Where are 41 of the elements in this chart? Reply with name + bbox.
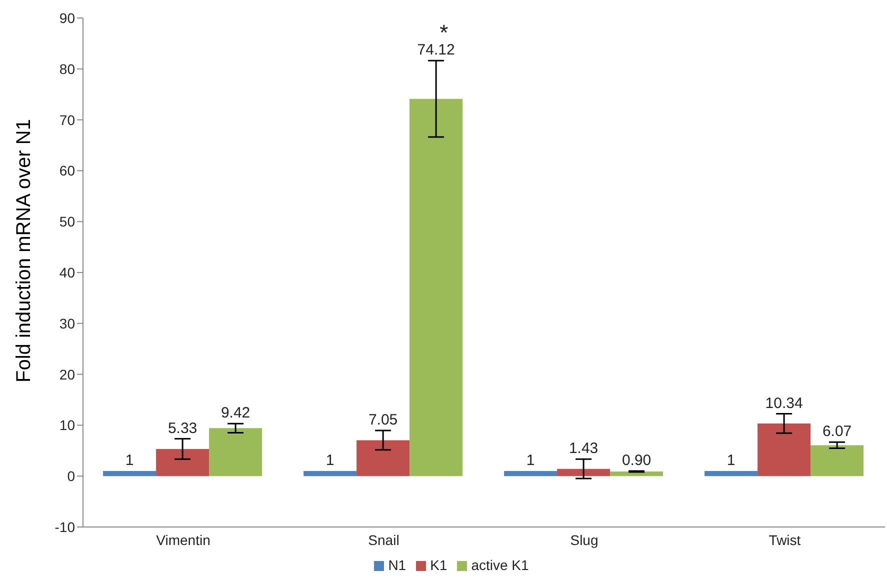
y-tick-label: 80	[59, 60, 76, 77]
y-tick-label: 40	[59, 264, 76, 280]
bar	[103, 471, 156, 476]
bar	[557, 468, 610, 476]
data-label: 9.42	[220, 404, 250, 422]
y-tick-label: 20	[59, 366, 76, 382]
legend-label: active K1	[471, 557, 529, 573]
data-label: 0.90	[622, 452, 652, 470]
bar	[758, 423, 811, 476]
x-tick-label: Vimentin	[156, 532, 210, 548]
bar	[704, 471, 758, 476]
x-tick-label: Slug	[570, 532, 598, 548]
bar	[410, 98, 463, 476]
y-tick-label: 0	[67, 468, 76, 484]
data-label: 5.33	[168, 420, 198, 437]
data-label: 1.43	[568, 440, 598, 458]
y-axis-title: Fold induction mRNA over N1	[13, 119, 36, 382]
y-tick-label: -10	[54, 518, 76, 535]
bar	[810, 445, 864, 476]
bar	[356, 440, 410, 476]
y-tick-label: 60	[59, 162, 76, 179]
bar	[209, 428, 262, 476]
data-label: 1	[326, 452, 334, 470]
data-label: 1	[526, 452, 535, 470]
data-label: 7.05	[368, 412, 398, 429]
y-tick-label: 50	[59, 214, 76, 230]
y-tick-label: 90	[59, 10, 76, 26]
y-tick-label: 30	[59, 315, 76, 332]
bar	[156, 448, 210, 476]
y-tick-label: 70	[59, 112, 76, 128]
legend-label: N1	[388, 557, 406, 573]
data-label: 1	[125, 452, 134, 470]
legend-label: K1	[430, 557, 448, 573]
data-label: 6.07	[822, 423, 852, 440]
x-tick-label: Snail	[368, 532, 400, 548]
x-tick-label: Twist	[768, 532, 801, 548]
y-tick-label: 10	[59, 417, 76, 434]
bar	[304, 471, 357, 476]
bar	[504, 471, 558, 476]
data-label: 1	[726, 452, 736, 470]
data-label: 10.34	[765, 394, 803, 412]
